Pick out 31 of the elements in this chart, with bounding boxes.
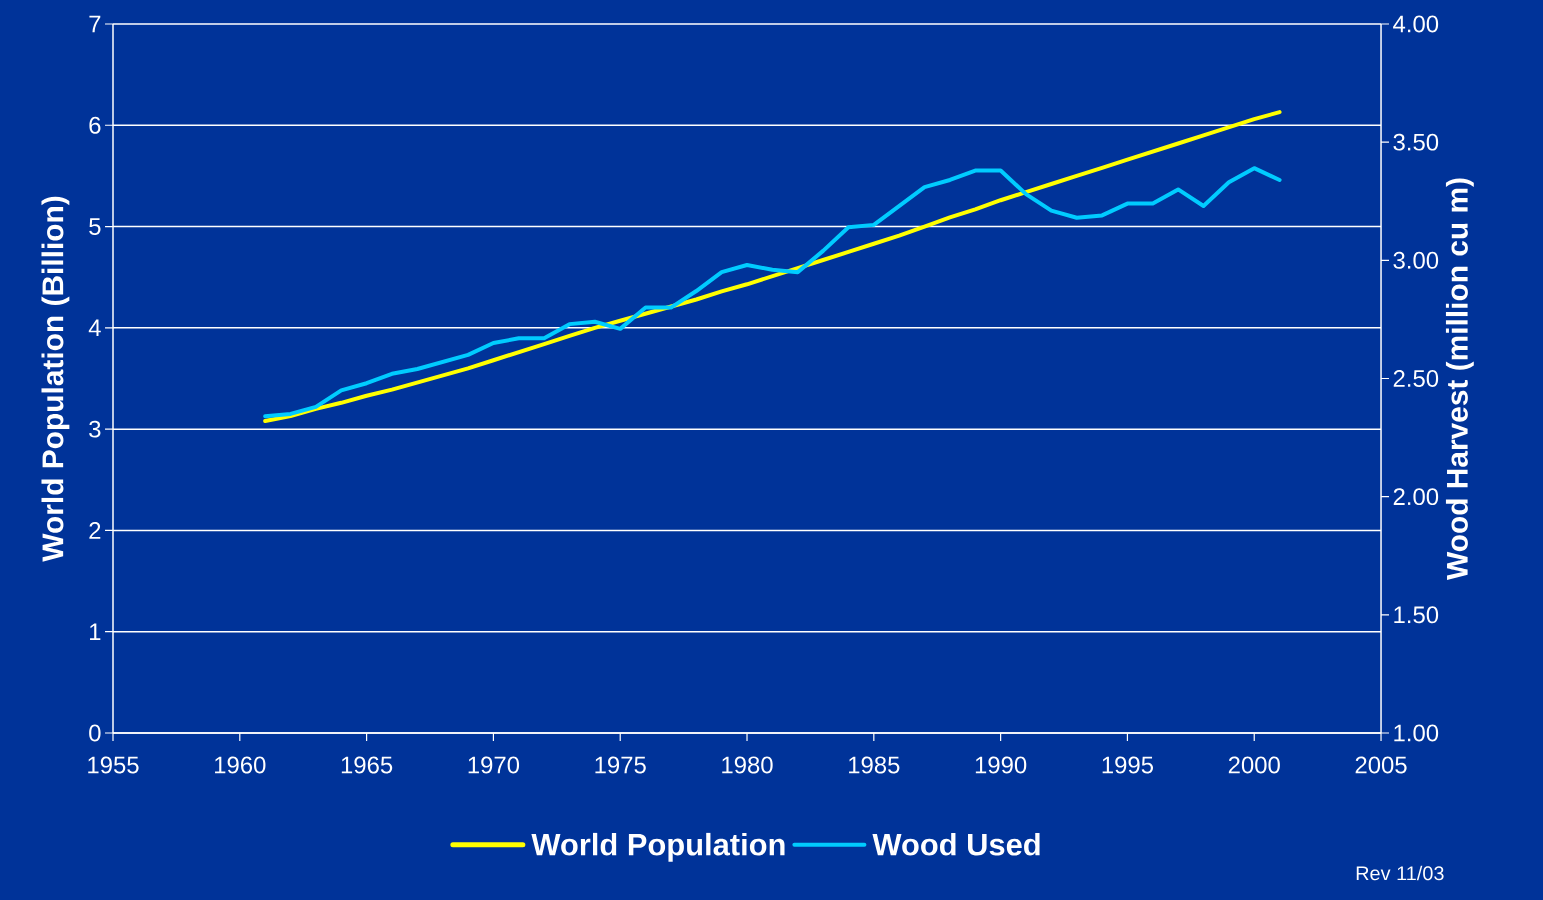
x-tick-label: 1985: [849, 756, 900, 774]
y-tick-label: 5: [89, 218, 101, 235]
y2-tick-label: 3.00: [1393, 251, 1439, 269]
x-tick-label: 1980: [722, 756, 773, 774]
y-tick-label: 4: [88, 319, 101, 337]
x-tick-label: 1990: [975, 756, 1027, 774]
y-tick-label: 0: [89, 724, 101, 742]
y2-tick-label: 1.00: [1394, 724, 1439, 742]
x-tick-label: 1965: [341, 756, 393, 774]
y2-tick-label: 1.50: [1394, 606, 1439, 624]
x-tick-label: 1975: [595, 756, 646, 774]
legend-label: Wood Used: [872, 832, 1040, 856]
y-tick-label: 3: [89, 420, 101, 438]
y-tick-label: 1: [90, 623, 101, 640]
y2-axis-title: Wood Harvest (million cu m): [1445, 178, 1474, 580]
text: Rev 11/03: [1356, 865, 1444, 881]
y-tick-label: 6: [89, 116, 101, 134]
x-tick-label: 1960: [215, 756, 266, 774]
y2-tick-label: 2.00: [1393, 488, 1439, 506]
y-tick-label: 2: [89, 522, 101, 539]
y2-tick-label: 2.50: [1393, 370, 1439, 387]
x-tick-label: 2005: [1355, 756, 1407, 774]
x-tick-label: 1995: [1102, 756, 1154, 774]
legend-label: World Population: [531, 832, 785, 862]
y-axis-title: World Population (Billion): [41, 196, 70, 562]
x-tick-label: 1955: [88, 756, 139, 774]
y2-tick-label: 3.50: [1393, 133, 1439, 151]
x-tick-label: 2000: [1228, 756, 1280, 774]
y-tick-label: 7: [89, 15, 101, 33]
x-tick-label: 1970: [468, 756, 520, 774]
y2-tick-label: 4.00: [1393, 15, 1439, 33]
